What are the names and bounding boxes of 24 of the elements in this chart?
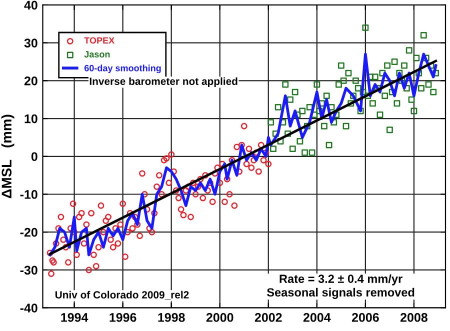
x-tick-label: 2004	[303, 313, 331, 322]
y-tick-label: 0	[31, 152, 38, 162]
y-tick-label: 20	[24, 76, 38, 86]
annotation: Rate = 3.2 ± 0.4 mm/yr Seasonal signals removed	[266, 274, 414, 299]
x-tick-label: 2000	[206, 313, 234, 322]
y-tick-label: 40	[24, 0, 38, 10]
legend-label: TOPEX	[84, 37, 114, 44]
y-axis-title: ΔMSL (mm)	[1, 114, 14, 198]
y-tick-label: 30	[24, 38, 38, 48]
y-tick-label: -40	[20, 304, 38, 312]
x-tick-label: 2008	[400, 313, 428, 322]
y-tick-label: -30	[20, 266, 38, 275]
x-tick-label: 2006	[352, 313, 379, 322]
annotation: Inverse barometer not applied	[90, 77, 238, 88]
y-tick-label: -20	[20, 228, 38, 237]
x-tick-label: 2002	[254, 313, 282, 322]
y-tick-label: 10	[24, 114, 38, 124]
x-tick-label: 1998	[158, 313, 185, 322]
legend-label: 60-day smoothing	[84, 64, 161, 74]
legend-label: Jason	[84, 51, 110, 58]
annotation: Univ of Colorado 2009_rel2	[55, 290, 189, 300]
x-tick-label: 1994	[61, 313, 88, 322]
x-tick-label: 1996	[110, 313, 136, 322]
y-tick-label: -10	[20, 190, 38, 199]
